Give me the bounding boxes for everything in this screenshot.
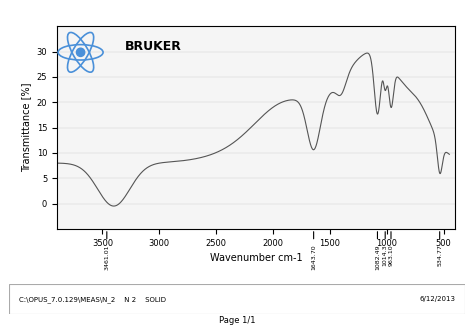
Text: Page 1/1: Page 1/1	[219, 316, 255, 325]
Circle shape	[76, 48, 85, 57]
Y-axis label: Transmittance [%]: Transmittance [%]	[21, 83, 31, 172]
Text: 963.10: 963.10	[389, 244, 393, 266]
Text: 1643.70: 1643.70	[311, 244, 316, 270]
Text: BRUKER: BRUKER	[125, 40, 182, 53]
Text: 1014.3: 1014.3	[383, 244, 388, 266]
Text: 1082.49: 1082.49	[375, 244, 380, 270]
Text: 6/12/2013: 6/12/2013	[419, 296, 456, 302]
Text: 534.77: 534.77	[437, 244, 442, 266]
Text: 3461.01: 3461.01	[104, 244, 109, 269]
FancyBboxPatch shape	[9, 284, 465, 314]
Text: C:\OPUS_7.0.129\MEAS\N_2    N 2    SOLID: C:\OPUS_7.0.129\MEAS\N_2 N 2 SOLID	[18, 296, 165, 302]
X-axis label: Wavenumber cm-1: Wavenumber cm-1	[210, 253, 302, 263]
